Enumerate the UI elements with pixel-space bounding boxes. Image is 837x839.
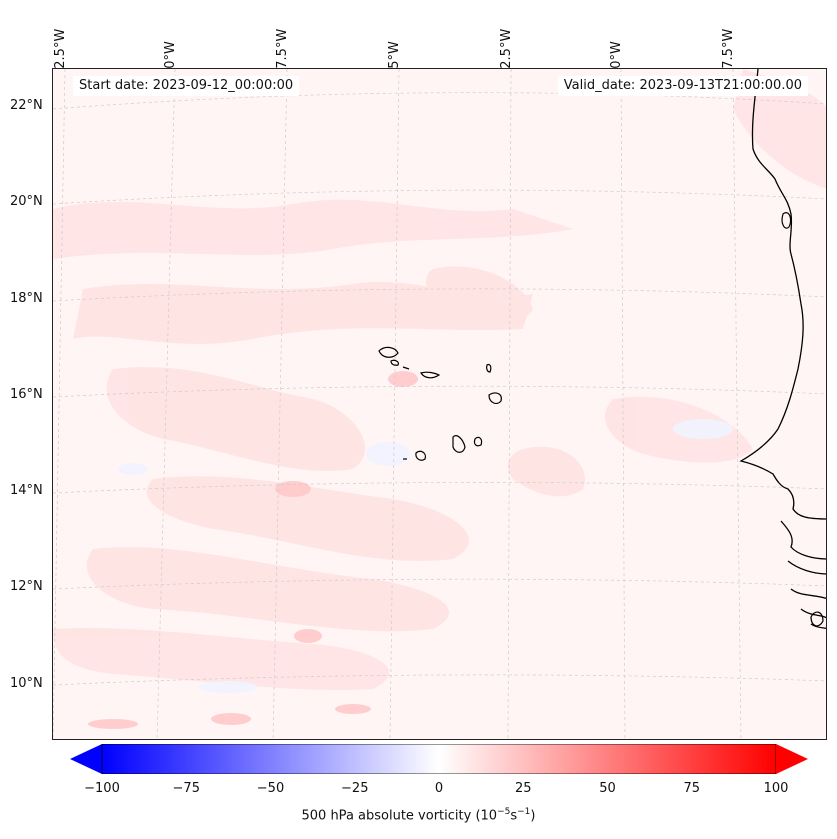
vorticity-map[interactable] [52, 68, 827, 740]
start-date-label: Start date: 2023-09-12_00:00:00 [73, 76, 300, 96]
colorbar-tick-label: −50 [256, 781, 285, 796]
colorbar-tick-label: 50 [599, 781, 616, 796]
coastal-island-1 [781, 212, 792, 229]
valid-date-label: Valid_date: 2023-09-13T21:00:00.00 [557, 76, 808, 96]
colorbar-label: 500 hPa absolute vorticity (10−5s−1) [0, 807, 837, 823]
lat-label-18n: 18°N [10, 291, 43, 306]
colorbar-left-arrow [70, 744, 102, 774]
colorbar-label-prefix: 500 hPa absolute vorticity (10 [301, 808, 498, 824]
colorbar [70, 744, 808, 774]
colorbar-right-arrow [776, 744, 808, 774]
colorbar-tick-label: −75 [172, 781, 200, 796]
colorbar-label-suffix: ) [530, 808, 536, 824]
colorbar-tick-label: −25 [341, 781, 369, 796]
lat-label-20n: 20°N [10, 194, 43, 209]
colorbar-tick-label: 100 [763, 781, 789, 796]
colorbar-tick-label: −100 [84, 781, 120, 796]
colorbar-label-exponent-2: −1 [517, 807, 531, 817]
lat-label-12n: 12°N [10, 579, 43, 594]
lat-label-14n: 14°N [10, 483, 43, 498]
colorbar-label-exponent-1: −5 [497, 807, 511, 817]
colorbar-tick-label: 25 [514, 781, 532, 796]
lat-label-10n: 10°N [10, 676, 43, 691]
africa-coastline-south [780, 520, 826, 629]
graticule [53, 69, 826, 739]
vorticity-stronger-patches [88, 371, 418, 729]
map-canvas [53, 69, 826, 739]
coastal-island-2 [810, 611, 824, 627]
cape-verde-islands [378, 346, 502, 461]
colorbar-label-unit: s [510, 808, 518, 824]
colorbar-gradient [101, 744, 777, 774]
lat-label-16n: 16°N [10, 387, 43, 402]
africa-coastline [739, 69, 826, 520]
vorticity-negative-patches [118, 419, 733, 693]
colorbar-tick-label: 0 [434, 781, 444, 796]
lat-label-22n: 22°N [10, 98, 43, 113]
colorbar-tick-label: 75 [683, 781, 701, 796]
